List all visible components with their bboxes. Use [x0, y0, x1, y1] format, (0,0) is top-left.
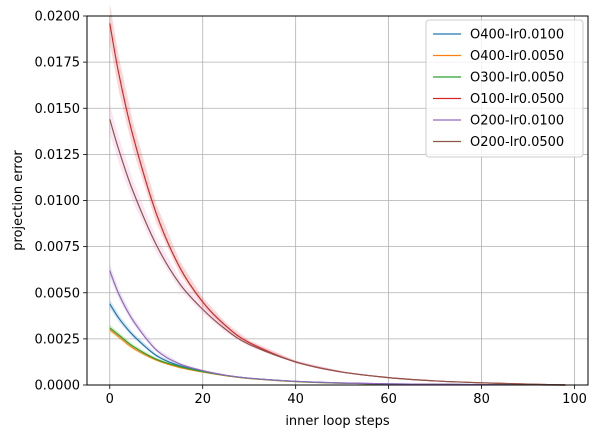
legend-label: O100-lr0.0500 — [470, 92, 564, 107]
x-tick-label: 60 — [380, 392, 397, 407]
y-tick-label: 0.0200 — [35, 10, 81, 25]
y-axis-label: projection error — [11, 150, 26, 251]
x-tick-label: 80 — [473, 392, 490, 407]
y-tick-label: 0.0025 — [35, 332, 81, 347]
x-tick-label: 100 — [562, 392, 587, 407]
y-tick-label: 0.0175 — [35, 56, 81, 71]
legend-label: O200-lr0.0500 — [470, 135, 564, 150]
legend-label: O200-lr0.0100 — [470, 114, 564, 129]
x-axis-label: inner loop steps — [285, 414, 390, 429]
y-tick-label: 0.0150 — [35, 102, 81, 117]
y-tick-label: 0.0050 — [35, 286, 81, 301]
y-tick-label: 0.0100 — [35, 194, 81, 209]
x-tick-label: 0 — [106, 392, 114, 407]
legend-label: O300-lr0.0050 — [470, 71, 564, 86]
x-tick-label: 40 — [287, 392, 304, 407]
x-axis-ticks: 0 20 40 60 80 100 — [106, 385, 587, 407]
legend: O400-lr0.0100 O400-lr0.0050 O300-lr0.0050 O… — [425, 19, 584, 158]
legend-box — [425, 19, 584, 158]
y-axis-ticks: 0.0000 0.0025 0.0050 0.0075 0.0100 0.0125 0.01… — [35, 10, 87, 394]
series-line-5 — [109, 119, 566, 386]
y-tick-label: 0.0125 — [35, 148, 81, 163]
legend-label: O400-lr0.0050 — [470, 49, 564, 64]
y-tick-label: 0.0000 — [35, 379, 81, 394]
y-tick-label: 0.0075 — [35, 240, 81, 255]
legend-label: O400-lr0.0100 — [470, 28, 564, 43]
x-tick-label: 20 — [194, 392, 211, 407]
